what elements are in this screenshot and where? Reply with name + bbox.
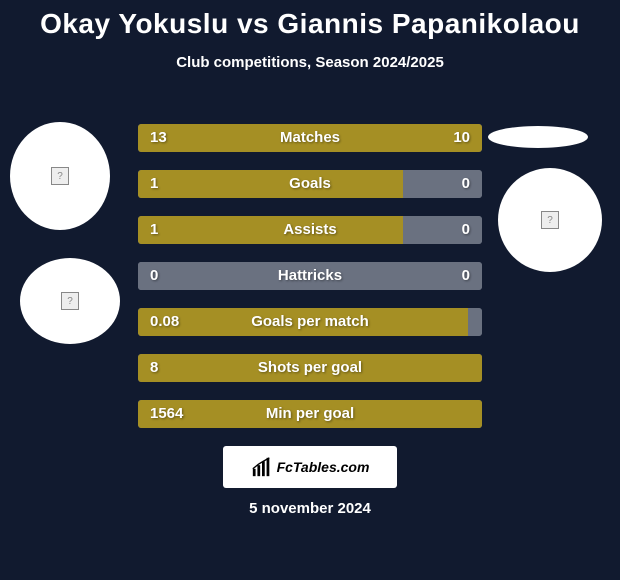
date-label: 5 november 2024 xyxy=(0,500,620,517)
stat-value-left: 1 xyxy=(150,170,158,198)
stat-label: Min per goal xyxy=(138,400,482,428)
stat-label: Hattricks xyxy=(138,262,482,290)
stat-label: Shots per goal xyxy=(138,354,482,382)
brand-box: FcTables.com xyxy=(223,446,397,488)
comparison-subtitle: Club competitions, Season 2024/2025 xyxy=(0,54,620,71)
stat-value-left: 0.08 xyxy=(150,308,179,336)
stat-label: Assists xyxy=(138,216,482,244)
placeholder-icon: ? xyxy=(61,292,79,310)
player-left-top: ? xyxy=(10,122,110,230)
stat-value-left: 0 xyxy=(150,262,158,290)
brand-chart-icon xyxy=(251,456,273,478)
stat-row: Goals1 0 xyxy=(138,170,482,198)
stat-value-right: 0 xyxy=(462,216,470,244)
stat-value-right: 0 xyxy=(462,170,470,198)
stat-label: Matches xyxy=(138,124,482,152)
stats-bars: Matches1310Goals10Assists10Hattricks00Go… xyxy=(138,124,482,446)
stat-value-left: 13 xyxy=(150,124,167,152)
player-left-bottom: ? xyxy=(20,258,120,344)
brand-text: FcTables.com xyxy=(277,459,370,475)
stat-row: Assists1 0 xyxy=(138,216,482,244)
stat-value-left: 8 xyxy=(150,354,158,382)
stat-row: Goals per match0.08 xyxy=(138,308,482,336)
placeholder-icon: ? xyxy=(541,211,559,229)
stat-value-right: 0 xyxy=(462,262,470,290)
stat-row: Matches13 10 xyxy=(138,124,482,152)
stat-row: Min per goal1564 xyxy=(138,400,482,428)
stat-value-left: 1564 xyxy=(150,400,183,428)
player-right-circle: ? xyxy=(498,168,602,272)
stat-label: Goals per match xyxy=(138,308,482,336)
player-right-ellipse xyxy=(488,126,588,148)
stat-row: Hattricks0 0 xyxy=(138,262,482,290)
placeholder-icon: ? xyxy=(51,167,69,185)
stat-value-right: 10 xyxy=(453,124,470,152)
stat-label: Goals xyxy=(138,170,482,198)
stat-row: Shots per goal8 xyxy=(138,354,482,382)
stat-value-left: 1 xyxy=(150,216,158,244)
comparison-title: Okay Yokuslu vs Giannis Papanikolaou xyxy=(0,0,620,40)
